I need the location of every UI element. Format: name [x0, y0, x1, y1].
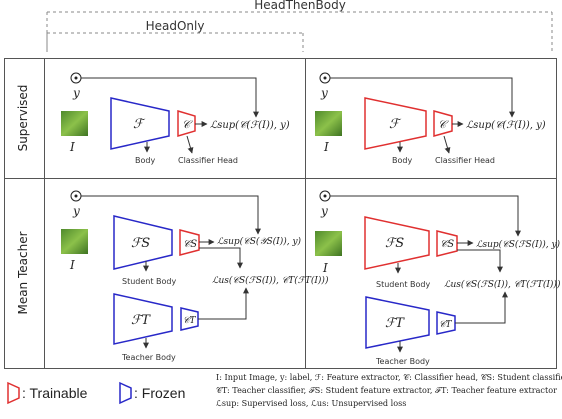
row-label-mean-teacher: Mean Teacher [16, 231, 30, 314]
head-label: Classifier Head [178, 156, 238, 165]
frozen-student-body [113, 215, 173, 270]
notation-line-1: I: Input Image, y: label, ℱ: Feature ext… [216, 372, 562, 382]
frozen-teacher-head [180, 307, 199, 331]
student-extractor-symbol: ℱS [131, 236, 150, 251]
frozen-teacher-body [365, 296, 430, 349]
extractor-symbol: ℱ [133, 117, 146, 132]
student-extractor-symbol: ℱS [385, 236, 404, 251]
teacher-classifier-symbol: 𝒞T [183, 316, 197, 326]
headonly-label: HeadOnly [146, 19, 205, 33]
headonly-bracket [46, 32, 304, 52]
label-symbol: y [320, 204, 328, 218]
trainable-head-trapezoid [177, 109, 196, 138]
classifier-symbol: 𝒞 [438, 118, 449, 131]
frozen-legend-swatch [119, 381, 132, 405]
unsup-loss-left: ℒus(𝒞S(ℱS(I)), 𝒞T(ℱT(I))) [212, 275, 329, 286]
body-label: Body [392, 156, 412, 165]
body-label: Body [135, 156, 155, 165]
sup-loss-right: ℒsup(𝒞S(ℱS(I)), y) [476, 239, 561, 250]
input-image [61, 229, 88, 254]
trainable-student-head [436, 230, 458, 257]
frozen-teacher-body [113, 293, 173, 345]
label-symbol: y [320, 86, 328, 100]
image-symbol: I [69, 140, 75, 154]
supervised-headthenbody-panel: y I ℱ 𝒞 ℒsup(𝒞(ℱ(I)), y) Body Classifier… [315, 72, 546, 165]
teacher-extractor-symbol: ℱT [131, 313, 151, 328]
image-symbol: I [322, 261, 328, 275]
trainable-body-trapezoid [364, 97, 427, 150]
input-image [61, 111, 88, 136]
student-body-label: Student Body [376, 280, 430, 289]
mean-teacher-headthenbody-panel: y I ℱS 𝒞S ℒsup(𝒞S(ℱS(I)), y) Student Bod… [315, 190, 561, 366]
input-image [315, 111, 342, 136]
headthenbody-bracket [46, 11, 553, 52]
mean-teacher-headonly-panel: y I ℱS 𝒞S ℒsup(𝒞S(𝒴S(I)), y) Student Bod… [61, 190, 329, 362]
image-symbol: I [323, 140, 329, 154]
student-classifier-symbol: 𝒞S [183, 239, 197, 250]
headthenbody-label: HeadThenBody [254, 0, 346, 12]
teacher-extractor-symbol: ℱT [385, 316, 405, 331]
supervised-loss: ℒsup(𝒞(ℱ(I)), y) [210, 120, 290, 131]
legend: : Trainable : Frozen [6, 378, 216, 408]
classifier-symbol: 𝒞 [182, 118, 193, 131]
head-label: Classifier Head [435, 156, 495, 165]
trainable-head-trapezoid [433, 110, 453, 137]
extractor-symbol: ℱ [389, 117, 402, 132]
label-symbol: y [72, 204, 80, 218]
trainable-student-body [364, 216, 430, 270]
image-symbol: I [69, 258, 75, 272]
row-label-supervised: Supervised [16, 85, 30, 152]
frozen-body-trapezoid [110, 97, 170, 150]
notation-line-2: 𝒞T: Teacher classifier, ℱS: Student feat… [216, 385, 557, 395]
input-image [315, 231, 342, 256]
trainable-student-head [179, 229, 200, 256]
teacher-body-label: Teacher Body [121, 353, 176, 362]
supervised-loss: ℒsup(𝒞(ℱ(I)), y) [466, 120, 546, 131]
supervised-headonly-panel: y I ℱ 𝒞 ℒsup(𝒞(ℱ(I)), y) Body Classifier… [61, 72, 290, 165]
notation-line-3: ℒsup: Supervised loss, ℒus: Unsupervised… [216, 398, 407, 408]
teacher-body-label: Teacher Body [375, 357, 430, 366]
trainable-legend-label: : Trainable [22, 385, 88, 401]
panel-grid [4, 58, 557, 369]
sup-loss-left: ℒsup(𝒞S(𝒴S(I)), y) [217, 236, 302, 247]
label-symbol: y [72, 86, 80, 100]
frozen-legend-label: : Frozen [134, 385, 186, 401]
teacher-classifier-symbol: 𝒞T [439, 320, 453, 330]
trainable-legend-swatch [7, 381, 20, 405]
student-body-label: Student Body [122, 277, 176, 286]
frozen-teacher-head [436, 311, 456, 335]
unsup-loss-right: ℒus(𝒞S(ℱS(I)), 𝒞T(ℱT(I))) [444, 279, 561, 290]
student-classifier-symbol: 𝒞S [440, 239, 454, 250]
notation-key: I: Input Image, y: label, ℱ: Feature ext… [216, 371, 562, 414]
